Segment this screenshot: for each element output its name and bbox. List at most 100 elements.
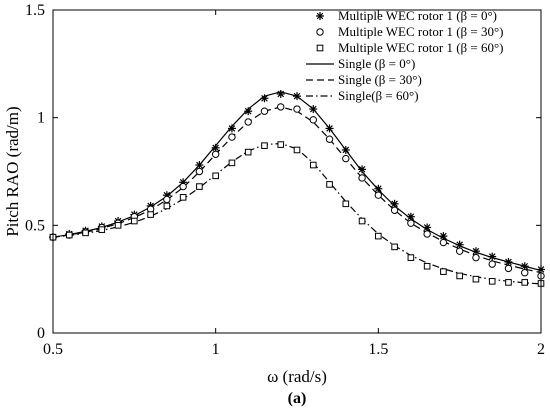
- legend-marker: [316, 28, 324, 36]
- legend-entry: Single (β = 30°): [338, 72, 422, 87]
- data-point: [407, 254, 415, 261]
- y-axis-label: Pitch RAO (rad/m): [3, 106, 22, 236]
- data-point: [504, 257, 513, 266]
- x-tick-label: 1.5: [368, 341, 388, 358]
- data-point: [228, 133, 236, 141]
- data-point: [276, 89, 285, 98]
- data-point: [260, 94, 269, 103]
- legend-entry: Multiple WEC rotor 1 (β = 60°): [338, 40, 504, 55]
- data-point: [211, 150, 220, 158]
- data-point: [195, 167, 204, 176]
- data-point: [456, 272, 463, 280]
- data-point: [82, 229, 89, 237]
- x-axis-label: ω (rad/s): [267, 367, 327, 386]
- data-point: [455, 240, 464, 249]
- data-point: [439, 238, 448, 247]
- data-point: [163, 202, 171, 210]
- data-point: [358, 174, 366, 182]
- data-point: [505, 279, 512, 286]
- y-tick-label: 1.5: [25, 2, 45, 19]
- data-point: [326, 181, 333, 188]
- data-point: [309, 161, 317, 169]
- data-point: [309, 105, 318, 114]
- data-point: [342, 154, 350, 163]
- data-point: [277, 141, 285, 148]
- data-point: [309, 116, 317, 124]
- legend-entry: Multiple WEC rotor 1 (β = 0°): [338, 8, 497, 23]
- data-point: [342, 200, 350, 208]
- data-point: [488, 252, 497, 261]
- data-point: [293, 105, 301, 113]
- data-point: [391, 243, 398, 251]
- plot-area: [49, 89, 545, 287]
- data-point: [423, 223, 432, 232]
- y-tick-label: 0: [37, 325, 45, 342]
- data-point: [98, 226, 106, 233]
- data-point: [293, 146, 301, 154]
- plot-frame: [52, 9, 542, 334]
- data-point: [472, 253, 480, 262]
- legend: Multiple WEC rotor 1 (β = 0°)Multiple WE…: [306, 8, 504, 103]
- data-point: [163, 195, 171, 204]
- data-point: [423, 230, 431, 238]
- data-point: [131, 217, 138, 225]
- legend-entry: Single (β = 0°): [338, 56, 415, 71]
- legend-entry: Single(β = 60°): [338, 88, 419, 103]
- data-point: [358, 217, 366, 225]
- data-point: [375, 232, 382, 240]
- series-line: [52, 142, 542, 285]
- data-point: [196, 183, 203, 190]
- data-point: [374, 191, 383, 199]
- data-point: [195, 161, 204, 170]
- axes: 0.5 1 1.5 200.511.5: [25, 2, 545, 358]
- data-point: [325, 124, 334, 133]
- data-point: [293, 92, 301, 101]
- data-point: [455, 247, 464, 255]
- data-point: [244, 118, 252, 126]
- legend-entry: Multiple WEC rotor 1 (β = 30°): [338, 24, 504, 39]
- data-point: [472, 275, 480, 283]
- data-point: [390, 206, 399, 214]
- data-point: [488, 278, 496, 285]
- data-point: [147, 211, 154, 218]
- data-point: [65, 231, 73, 239]
- data-point: [439, 232, 448, 241]
- data-point: [406, 212, 415, 221]
- data-point: [325, 135, 334, 143]
- data-point: [358, 165, 367, 174]
- data-point: [179, 194, 187, 201]
- data-point: [260, 107, 269, 115]
- data-point: [228, 159, 236, 167]
- data-point: [374, 184, 383, 193]
- x-tick-label: 2: [537, 341, 545, 358]
- legend-marker: [316, 12, 324, 20]
- data-point: [212, 172, 219, 180]
- data-point: [341, 145, 350, 154]
- y-tick-label: 0.5: [25, 217, 45, 234]
- data-point: [423, 262, 431, 270]
- data-point: [179, 182, 187, 191]
- y-tick-label: 1: [37, 110, 45, 127]
- data-point: [227, 124, 236, 133]
- data-point: [114, 222, 122, 229]
- series-line: [52, 91, 542, 272]
- data-point: [488, 260, 496, 268]
- data-point: [521, 269, 529, 277]
- figure-caption: (a): [288, 390, 307, 407]
- data-point: [244, 148, 252, 156]
- data-point: [277, 103, 285, 111]
- data-point: [261, 142, 268, 149]
- series-line: [52, 106, 542, 274]
- data-point: [521, 279, 529, 286]
- legend-marker: [316, 44, 324, 52]
- data-point: [244, 107, 253, 116]
- data-point: [504, 264, 513, 273]
- data-point: [520, 262, 529, 271]
- data-point: [211, 143, 220, 152]
- x-tick-label: 1: [212, 341, 220, 358]
- data-point: [471, 247, 480, 256]
- x-tick-label: 0.5: [43, 341, 63, 358]
- data-point: [407, 219, 415, 227]
- data-point: [440, 268, 447, 275]
